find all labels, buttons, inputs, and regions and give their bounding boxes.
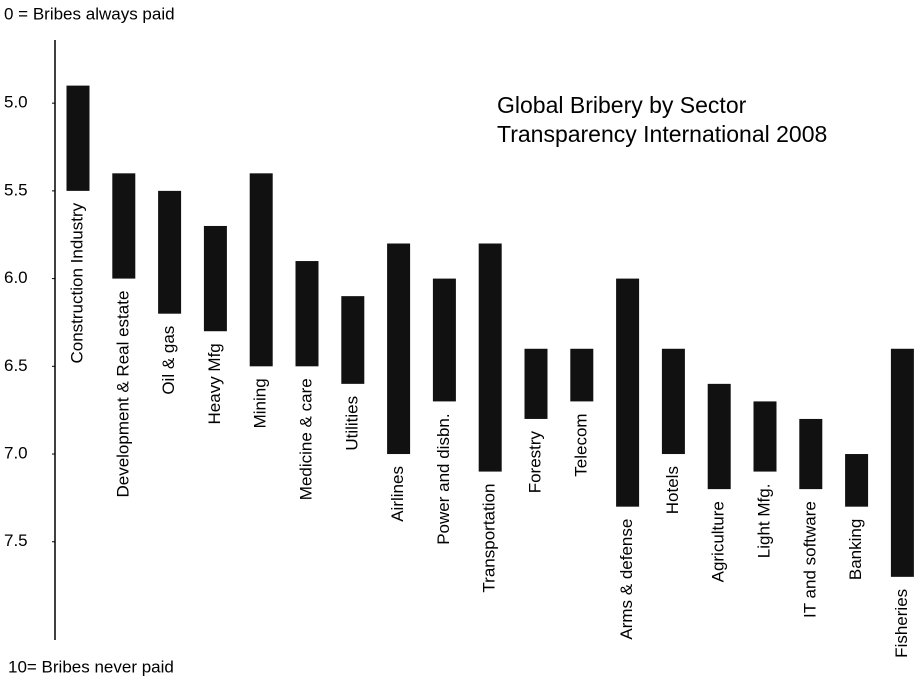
category-label: Power and disbn. [434, 413, 453, 544]
bar [799, 418, 823, 490]
y-tick-label: 7.5 [4, 531, 28, 550]
bar [616, 278, 640, 507]
y-tick-label: 6.5 [4, 356, 28, 375]
bar [478, 243, 502, 472]
bar [112, 173, 136, 279]
y-tick-label: 6.0 [4, 268, 28, 287]
bar [295, 261, 319, 367]
category-label: Oil & gas [159, 326, 178, 395]
category-label: Transportation [480, 484, 499, 593]
bar [661, 348, 685, 455]
category-label: IT and software [800, 501, 819, 618]
chart-subtitle: Transparency International 2008 [497, 121, 827, 147]
y-tick-label: 7.0 [4, 444, 28, 463]
category-label: Development & Real estate [113, 291, 132, 498]
category-label: Forestry [525, 430, 544, 493]
bar [524, 348, 548, 419]
y-tick-label: 5.0 [4, 93, 28, 112]
category-label: Telecom [571, 413, 590, 476]
category-label: Medicine & care [296, 378, 315, 500]
bar [707, 383, 731, 490]
y-tick-label: 5.5 [4, 180, 28, 199]
bar [66, 85, 90, 191]
bar [432, 278, 456, 402]
bar [341, 296, 365, 384]
chart-title: Global Bribery by Sector [497, 92, 747, 118]
bar [890, 348, 914, 577]
category-label: Airlines [388, 466, 407, 522]
bottom-axis-note: 10= Bribes never paid [8, 657, 174, 676]
top-axis-note: 0 = Bribes always paid [4, 4, 175, 23]
category-label: Agriculture [709, 501, 728, 582]
category-label: Utilities [342, 396, 361, 451]
category-label: Light Mfg. [754, 484, 773, 559]
category-label: Arms & defense [617, 519, 636, 640]
bar [570, 348, 594, 402]
bar [203, 225, 227, 332]
bar [158, 190, 182, 314]
category-label: Fisheries [892, 589, 911, 658]
category-label: Banking [846, 519, 865, 580]
category-label: Heavy Mfg [205, 343, 224, 424]
bar [387, 243, 411, 455]
bar [249, 173, 273, 367]
bar [753, 401, 777, 472]
category-label: Hotels [663, 466, 682, 514]
category-label: Construction Industry [67, 202, 86, 363]
bar [845, 454, 869, 507]
category-label: Mining [251, 378, 270, 428]
